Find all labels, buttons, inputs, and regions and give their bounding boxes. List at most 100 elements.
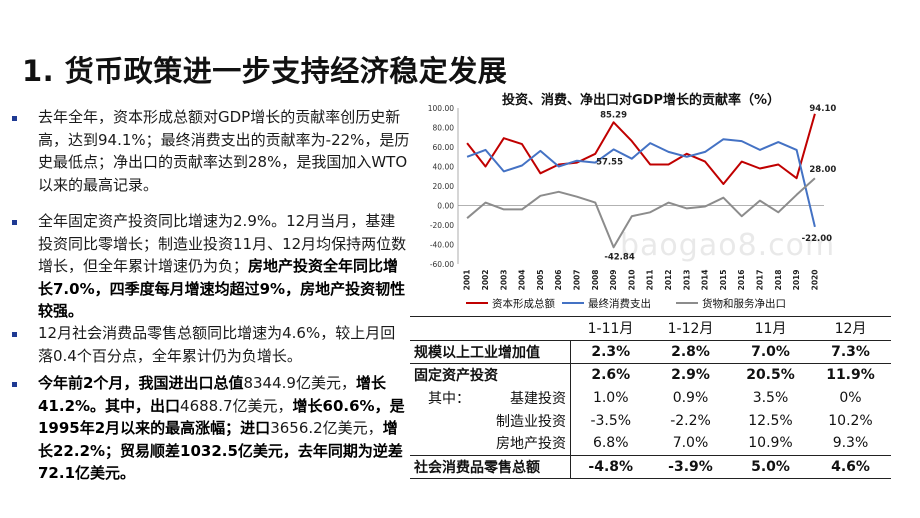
- bullet-segment: 全年固定资产投资同比增速为2.9%。12月当月，基建投资同比零增长；制造业投资1…: [38, 212, 407, 275]
- x-tick-label: 2005: [536, 270, 545, 291]
- cell-value: 10.2%: [828, 412, 873, 429]
- x-tick-label: 2012: [664, 270, 673, 291]
- y-tick-label: -20.00: [430, 221, 454, 230]
- bullet-square-icon: [12, 332, 17, 337]
- table-header-cell: 1-12月: [650, 316, 731, 341]
- x-tick-label: 2004: [518, 270, 527, 291]
- x-tick-label: 2009: [609, 270, 618, 291]
- y-tick-label: 100.00: [428, 104, 454, 113]
- table-row: 固定资产投资 2.6% 2.9% 20.5% 11.9%: [410, 363, 891, 387]
- page-title: 1. 货币政策进一步支持经济稳定发展: [22, 54, 508, 88]
- row-label: 制造业投资: [410, 409, 571, 432]
- cell-value: 2.6%: [591, 367, 631, 384]
- bullet-square-icon: [12, 220, 17, 225]
- y-tick-label: -60.00: [430, 260, 454, 269]
- table-header-cell: [410, 316, 571, 341]
- data-label: 28.00: [809, 165, 836, 175]
- row-label: 固定资产投资: [410, 363, 571, 387]
- table-row: 房地产投资 6.8% 7.0% 10.9% 9.3%: [410, 431, 891, 456]
- bullet-segment: 增长22.2%；贸易顺差1032.5亿美元，去年同期为逆差72.1亿美元。: [38, 419, 403, 482]
- cell-value: 20.5%: [746, 367, 795, 384]
- cell-value: 9.3%: [810, 431, 891, 456]
- bullet-2: 全年固定资产投资同比增速为2.9%。12月当月，基建投资同比零增长；制造业投资1…: [12, 210, 410, 323]
- x-tick-label: 2001: [463, 270, 472, 291]
- cell-value: 4.6%: [810, 455, 891, 480]
- data-label: -42.84: [604, 252, 634, 262]
- data-label: -22.00: [802, 234, 832, 244]
- y-tick-label: 60.00: [433, 143, 455, 152]
- x-tick-label: 2017: [755, 270, 764, 291]
- bullet-text: 12月社会消费品零售总额同比增速为4.6%，较上月回落0.4个百分点，全年累计仍…: [38, 322, 410, 367]
- row-label-text: 基建投资: [510, 391, 566, 408]
- chart-svg: 投资、消费、净出口对GDP增长的贡献率（%） 100.00 80.00 60.00 40…: [428, 92, 837, 310]
- table-header-cell: 1-11月: [570, 316, 651, 341]
- bullet-text: 全年固定资产投资同比增速为2.9%。12月当月，基建投资同比零增长；制造业投资1…: [38, 210, 410, 323]
- bullet-square-icon: [12, 116, 17, 121]
- cell-value: 7.3%: [810, 340, 891, 365]
- data-label: 94.10: [809, 104, 836, 114]
- cell-value: 2.9%: [671, 367, 710, 384]
- row-label: 房地产投资: [410, 431, 571, 456]
- x-tick-label: 2019: [792, 270, 801, 291]
- x-tick-label: 2006: [554, 270, 563, 291]
- row-label: 规模以上工业增加值: [410, 340, 571, 365]
- row-label: 社会消费品零售总额: [410, 455, 571, 480]
- cell-value: 3.5%: [752, 390, 789, 407]
- legend-label: 货物和服务净出口: [702, 297, 786, 310]
- cell-value: 7.0%: [730, 340, 811, 365]
- series-line-2: [466, 138, 816, 228]
- legend-label: 资本形成总额: [492, 297, 555, 310]
- chart-title: 投资、消费、净出口对GDP增长的贡献率（%）: [502, 92, 780, 108]
- bullet-1: 去年全年，资本形成总额对GDP增长的贡献率创历史新高，达到94.1%；最终消费支…: [12, 106, 410, 196]
- cell-value: -3.5%: [590, 412, 632, 429]
- x-tick-label: 2018: [774, 270, 783, 291]
- x-tick-label: 2013: [682, 270, 691, 291]
- x-tick-label: 2002: [481, 270, 490, 291]
- bullet-segment: 12月社会消费品零售总额同比增速为4.6%，较上月回落0.4个百分点，全年累计仍…: [38, 324, 396, 365]
- bullet-segment: 房地产投资全年同比增长7.0%，四季度每月增速均超过9%，房地产投资韧性较强。: [38, 257, 406, 320]
- cell-value: 10.9%: [730, 431, 811, 456]
- cell-value: -2.2%: [670, 412, 711, 429]
- table-row: 制造业投资 -3.5% -2.2% 12.5% 10.2%: [410, 409, 891, 432]
- table-row: 规模以上工业增加值 2.3% 2.8% 7.0% 7.3%: [410, 340, 891, 365]
- series-line-3: [466, 177, 816, 249]
- bullet-segment: 增长41.2%。其中，出口: [38, 374, 386, 415]
- bullet-text: 去年全年，资本形成总额对GDP增长的贡献率创历史新高，达到94.1%；最终消费支…: [38, 106, 410, 196]
- bullet-3: 12月社会消费品零售总额同比增速为4.6%，较上月回落0.4个百分点，全年累计仍…: [12, 322, 410, 367]
- table-row: 社会消费品零售总额 -4.8% -3.9% 5.0% 4.6%: [410, 455, 891, 480]
- indicator-table: 1-11月 1-12月 11月 12月 规模以上工业增加值 2.3% 2.8% …: [410, 316, 891, 480]
- table-header-row: 1-11月 1-12月 11月 12月: [410, 316, 891, 341]
- watermark: baogao8.com: [620, 228, 836, 263]
- y-tick-label: 0.00: [437, 202, 454, 211]
- table-row: 其中： 基建投资 1.0% 0.9% 3.5% 0%: [410, 386, 891, 410]
- cell-value: 2.3%: [570, 340, 651, 365]
- cell-value: -4.8%: [570, 455, 651, 480]
- bullet-segment: 4688.7亿美元，: [180, 396, 293, 415]
- table-header-cell: 11月: [730, 316, 811, 341]
- x-tick-label: 2011: [646, 270, 655, 291]
- row-label: 其中： 基建投资: [410, 386, 571, 410]
- legend-label: 最终消费支出: [588, 297, 651, 310]
- data-label: 57.55: [596, 157, 623, 167]
- x-tick-label: 2020: [810, 270, 819, 291]
- bullet-4: 今年前2个月，我国进出口总值8344.9亿美元，增长41.2%。其中，出口468…: [12, 372, 410, 485]
- bullet-segment: 增长60.6%，是1995年2月以来的最高涨幅；进口: [38, 396, 405, 438]
- bullet-segment: 今年前2个月，我国进出口总值: [38, 374, 244, 392]
- y-tick-label: 40.00: [433, 163, 455, 172]
- bullet-square-icon: [12, 382, 17, 387]
- cell-value: 6.8%: [570, 431, 651, 456]
- cell-value: 2.8%: [650, 340, 731, 365]
- cell-value: 5.0%: [730, 455, 811, 480]
- bullet-segment: 8344.9亿美元，: [243, 374, 356, 392]
- x-tick-label: 2016: [737, 270, 746, 291]
- cell-value: 1.0%: [592, 390, 629, 407]
- bullet-segment: 去年全年，资本形成总额对GDP增长的贡献率创历史新高，达到94.1%；最终消费支…: [38, 108, 410, 194]
- cell-value: 0.9%: [672, 390, 709, 407]
- row-indent-label: 其中：: [428, 391, 470, 408]
- bullet-text: 今年前2个月，我国进出口总值8344.9亿美元，增长41.2%。其中，出口468…: [38, 372, 410, 485]
- cell-value: 12.5%: [748, 412, 793, 429]
- cell-value: -3.9%: [650, 455, 731, 480]
- x-tick-label: 2010: [627, 270, 636, 291]
- x-tick-label: 2014: [701, 270, 710, 291]
- y-tick-label: 20.00: [433, 182, 455, 191]
